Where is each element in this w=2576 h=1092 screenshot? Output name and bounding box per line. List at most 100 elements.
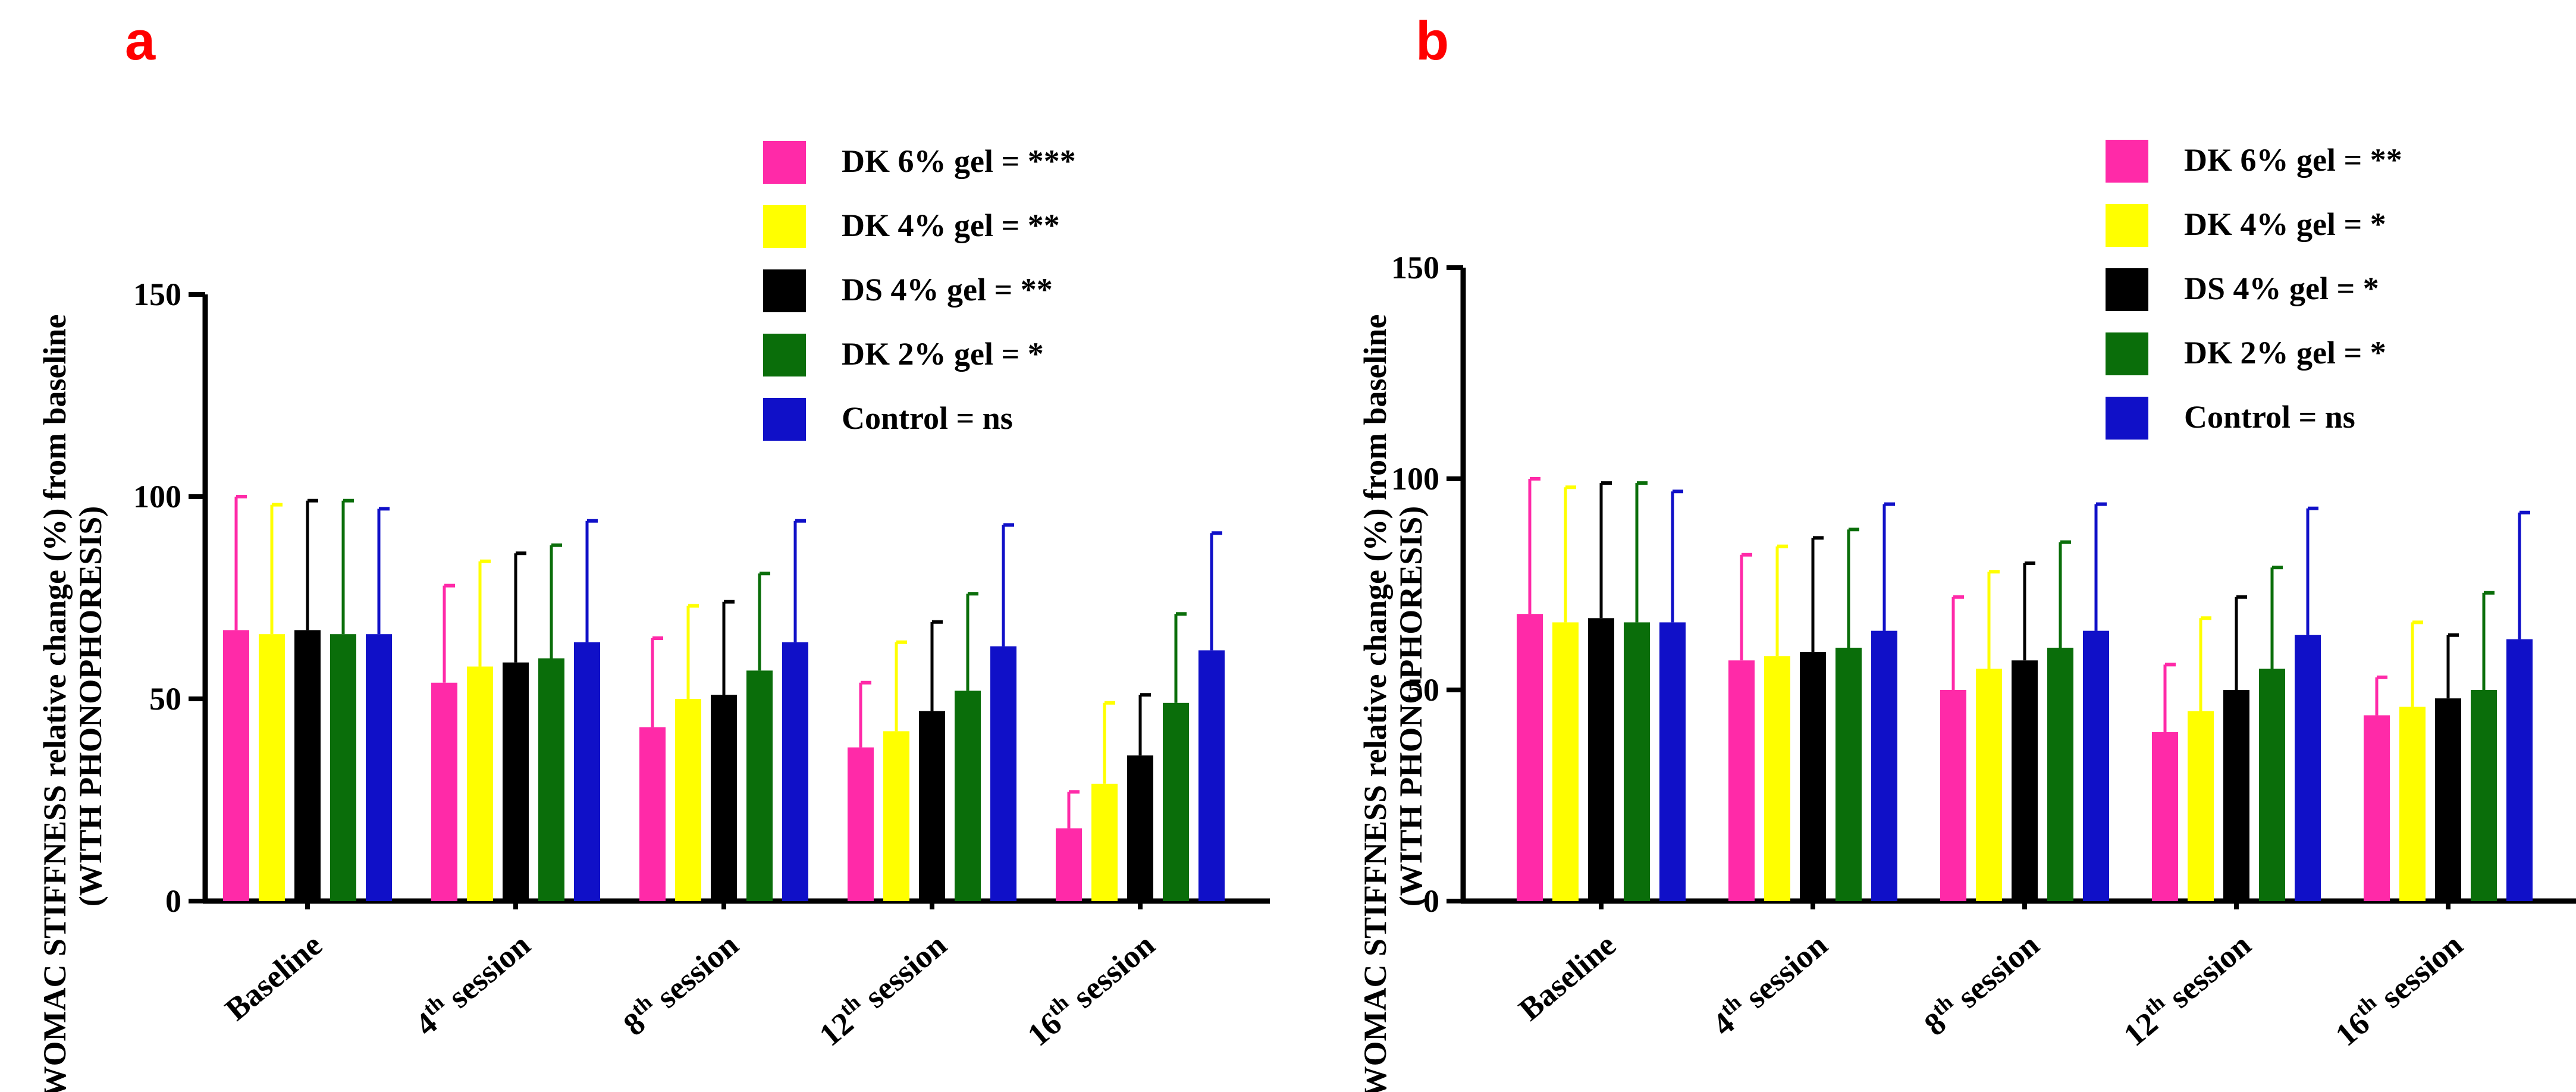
y-tick-label: 100 <box>133 479 181 514</box>
y-axis-title: WOMAC STIFFNESS relative change (%) from… <box>1357 315 1429 1092</box>
y-tick-label: 50 <box>1407 672 1439 708</box>
y-tick-label: 0 <box>165 883 181 919</box>
bar-dk-6-gel-1 <box>431 682 457 901</box>
legend-label: DK 4% gel = ** <box>842 208 1060 243</box>
bar-dk-4-gel-4 <box>1091 783 1118 901</box>
legend-swatch <box>763 141 806 184</box>
bar-control-4 <box>2506 639 2533 901</box>
y-tick-label: 0 <box>1423 883 1439 919</box>
legend-swatch <box>2106 397 2148 440</box>
bar-dk-4-gel-1 <box>1764 656 1790 901</box>
x-category-label-rest: session <box>1733 927 1834 1020</box>
legend-swatch <box>763 398 806 441</box>
bar-dk-2-gel-3 <box>2259 669 2285 901</box>
legend-label: DK 6% gel = ** <box>2184 142 2402 178</box>
bar-dk-6-gel-4 <box>2364 715 2390 901</box>
legend-label: Control = ns <box>842 400 1013 436</box>
bar-control-2 <box>782 642 808 901</box>
bar-dk-2-gel-1 <box>1835 648 1862 901</box>
bar-dk-6-gel-3 <box>848 747 874 901</box>
bar-dk-4-gel-4 <box>2399 707 2426 901</box>
legend-label: DK 2% gel = * <box>842 336 1044 372</box>
bar-control-1 <box>574 642 600 901</box>
y-tick-label: 150 <box>1391 250 1439 285</box>
bar-control-0 <box>366 634 392 901</box>
x-category-label: 8th session <box>1915 924 2046 1043</box>
bar-dk-4-gel-2 <box>675 699 701 901</box>
bar-control-3 <box>990 646 1016 901</box>
legend-label: DK 4% gel = * <box>2184 206 2386 242</box>
bar-ds-4-gel-0 <box>1588 618 1614 901</box>
bar-dk-4-gel-1 <box>467 666 493 901</box>
legend-swatch <box>2106 268 2148 311</box>
x-category-label: Baseline <box>1512 927 1623 1027</box>
bar-dk-2-gel-0 <box>330 634 356 901</box>
bar-control-2 <box>2083 630 2109 901</box>
x-category-label-base: Baseline <box>218 927 329 1027</box>
bar-ds-4-gel-1 <box>503 662 529 901</box>
bar-control-3 <box>2295 635 2321 901</box>
bar-dk-4-gel-2 <box>1976 669 2002 901</box>
y-axis-title-line1: WOMAC STIFFNESS relative change (%) from… <box>37 315 73 1092</box>
bar-dk-2-gel-1 <box>538 658 564 901</box>
legend-swatch <box>763 205 806 248</box>
y-axis-title-line2: (WITH PHONOPHORESIS) <box>1393 506 1429 907</box>
x-category-label: 4th session <box>1703 924 1834 1043</box>
y-axis-title: WOMAC STIFFNESS relative change (%) from… <box>37 315 108 1092</box>
legend-label: DS 4% gel = ** <box>842 272 1053 307</box>
bar-ds-4-gel-2 <box>711 695 737 901</box>
bar-dk-4-gel-3 <box>2188 711 2214 901</box>
bar-dk-2-gel-3 <box>955 691 981 901</box>
x-category-label-rest: session <box>2368 927 2470 1020</box>
legend-label: DK 2% gel = * <box>2184 335 2386 371</box>
bar-ds-4-gel-3 <box>919 711 945 901</box>
chart-panel-a: a WOMAC STIFFNESS relative change (%) fro… <box>37 11 1270 1092</box>
bar-dk-2-gel-4 <box>1163 702 1189 901</box>
legend-swatch <box>763 269 806 312</box>
bar-dk-4-gel-3 <box>883 731 909 901</box>
x-category-label: Baseline <box>218 927 329 1027</box>
bar-ds-4-gel-1 <box>1800 652 1826 901</box>
x-category-label-rest: session <box>2156 927 2258 1020</box>
bar-ds-4-gel-0 <box>294 630 321 901</box>
legend-label: Control = ns <box>2184 399 2355 435</box>
x-category-label-rest: session <box>852 927 953 1020</box>
x-category-label: 12th session <box>810 924 953 1053</box>
bar-dk-2-gel-0 <box>1624 622 1650 901</box>
chart-panel-b: b WOMAC STIFFNESS relative change (%) fro… <box>1357 11 2576 1092</box>
bar-dk-6-gel-2 <box>639 727 666 901</box>
bar-dk-2-gel-2 <box>746 670 773 901</box>
legend-label: DS 4% gel = * <box>2184 271 2379 306</box>
y-tick-label: 100 <box>1391 461 1439 497</box>
x-category-label-rest: session <box>644 927 745 1020</box>
bar-ds-4-gel-2 <box>2012 660 2038 901</box>
panel-label: b <box>1416 11 1449 71</box>
legend-swatch <box>2106 140 2148 183</box>
bar-dk-6-gel-2 <box>1940 690 1966 901</box>
bar-dk-4-gel-0 <box>259 634 285 901</box>
x-category-label: 16th session <box>1018 924 1161 1053</box>
bar-control-4 <box>1198 650 1225 901</box>
x-category-label-rest: session <box>1060 927 1162 1020</box>
x-category-label: 8th session <box>614 924 745 1043</box>
bar-dk-6-gel-0 <box>1517 614 1543 901</box>
bar-dk-4-gel-0 <box>1552 622 1579 901</box>
x-category-label: 16th session <box>2326 924 2469 1053</box>
bar-ds-4-gel-4 <box>1127 755 1153 901</box>
x-category-label-base: Baseline <box>1512 927 1623 1027</box>
bar-control-0 <box>1659 622 1686 901</box>
legend-swatch <box>2106 332 2148 375</box>
bar-ds-4-gel-4 <box>2435 698 2461 901</box>
x-category-label: 12th session <box>2114 924 2257 1053</box>
legend-swatch <box>2106 204 2148 247</box>
bar-dk-6-gel-3 <box>2152 732 2178 901</box>
y-tick-label: 150 <box>133 277 181 312</box>
bar-ds-4-gel-3 <box>2223 690 2249 901</box>
x-category-label-rest: session <box>1944 927 2046 1020</box>
x-category-label: 4th session <box>406 924 537 1043</box>
legend-label: DK 6% gel = *** <box>842 143 1076 179</box>
x-category-label-rest: session <box>435 927 537 1020</box>
bar-dk-6-gel-0 <box>223 630 249 901</box>
bar-dk-6-gel-1 <box>1728 660 1755 901</box>
